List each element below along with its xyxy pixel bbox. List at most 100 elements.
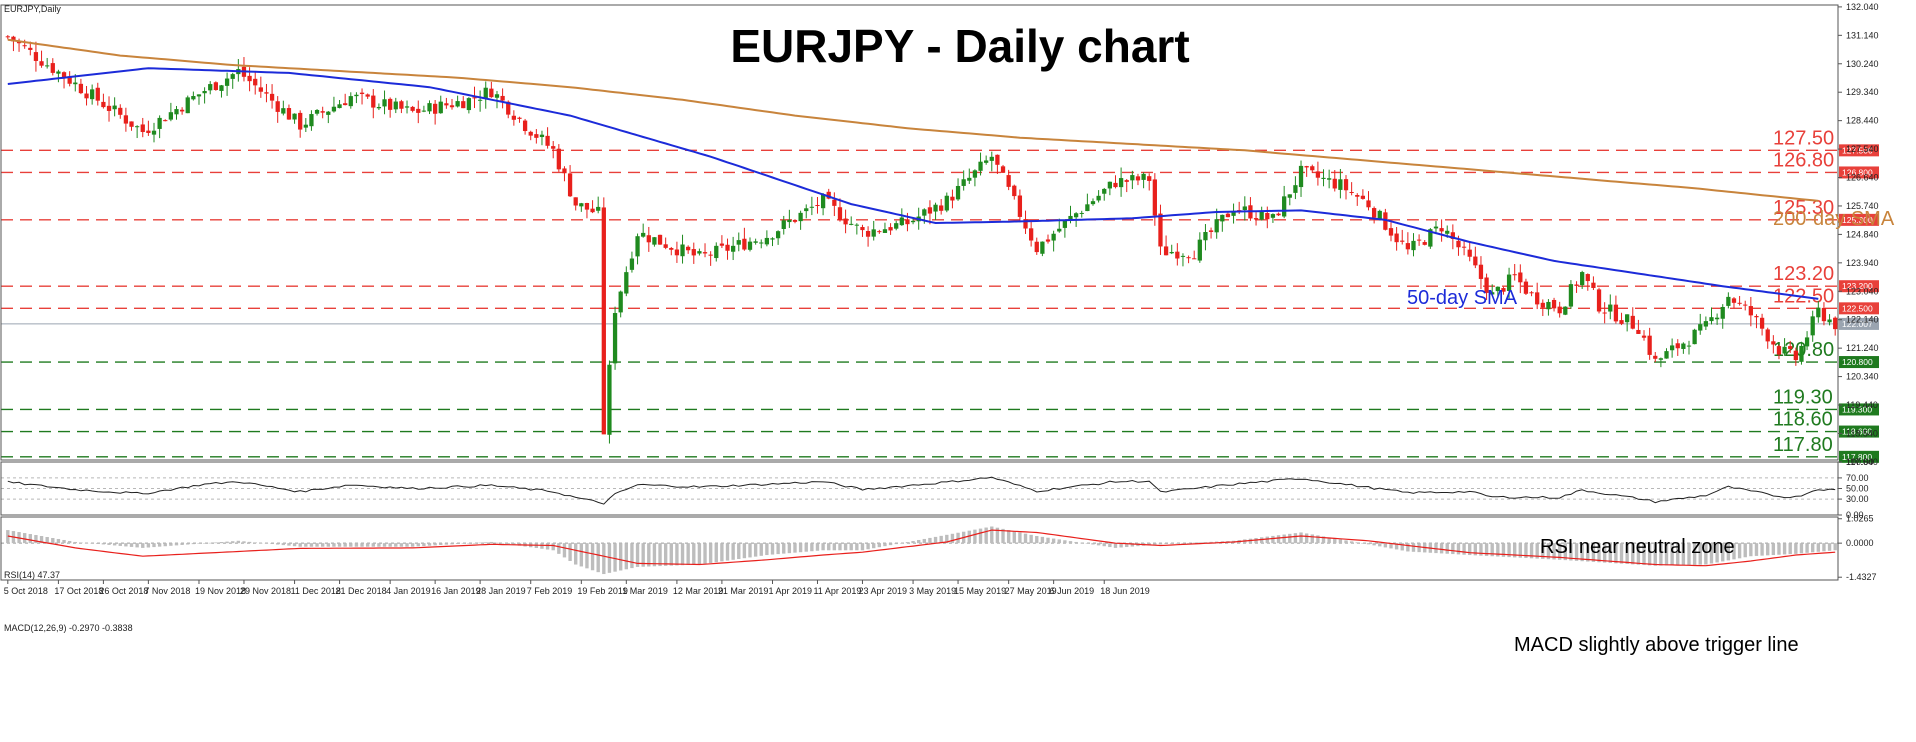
candle-body bbox=[1023, 219, 1028, 229]
macd-bar bbox=[191, 543, 196, 545]
price-tick-label: 129.340 bbox=[1846, 87, 1879, 97]
level-label: 119.30 bbox=[1773, 386, 1833, 408]
macd-bar bbox=[467, 543, 471, 544]
macd-bar bbox=[1051, 538, 1056, 544]
candle-body bbox=[90, 89, 95, 100]
macd-bar bbox=[1782, 543, 1787, 555]
macd-bar bbox=[1777, 543, 1781, 555]
macd-bar bbox=[1181, 543, 1185, 544]
candle-body bbox=[1445, 230, 1450, 234]
candle-body bbox=[5, 36, 10, 38]
macd-bar bbox=[1198, 542, 1202, 544]
candle-body bbox=[292, 113, 297, 120]
macd-bar bbox=[79, 542, 83, 544]
rsi-annotation: RSI near neutral zone bbox=[1540, 536, 1735, 558]
macd-panel-frame bbox=[0, 516, 1839, 581]
candle-body bbox=[1731, 298, 1737, 303]
macd-bar bbox=[1788, 543, 1792, 555]
sma50-line bbox=[7, 67, 1819, 300]
candle-body bbox=[449, 105, 455, 108]
candle-body bbox=[1647, 335, 1652, 355]
macd-bar bbox=[1704, 543, 1708, 565]
macd-bar bbox=[872, 543, 876, 549]
macd-bar bbox=[202, 543, 207, 544]
candle-body bbox=[1596, 289, 1602, 312]
macd-bar bbox=[753, 543, 758, 557]
macd-bar bbox=[618, 543, 623, 571]
macd-bar bbox=[506, 543, 510, 545]
macd-bar bbox=[388, 543, 392, 547]
macd-bar bbox=[253, 542, 257, 544]
macd-bar bbox=[1659, 543, 1663, 566]
macd-bar bbox=[472, 542, 477, 544]
candle-body bbox=[607, 364, 612, 435]
candle-body bbox=[382, 99, 387, 107]
candle-body bbox=[1360, 195, 1366, 199]
macd-bar bbox=[1513, 543, 1517, 558]
macd-bar bbox=[692, 543, 696, 565]
candle-body bbox=[1135, 176, 1141, 181]
macd-bar bbox=[315, 543, 319, 547]
macd-bar bbox=[635, 543, 640, 567]
candle-body bbox=[1669, 345, 1675, 351]
macd-bar bbox=[371, 543, 375, 547]
macd-bar bbox=[905, 542, 910, 544]
candle-body bbox=[61, 72, 67, 79]
macd-bar bbox=[1068, 541, 1073, 544]
candle-body bbox=[50, 63, 55, 73]
macd-bar bbox=[394, 543, 398, 547]
candle-body bbox=[1000, 166, 1006, 173]
macd-bar bbox=[382, 543, 387, 547]
macd-bar bbox=[439, 543, 443, 546]
price-tick-label: 117.640 bbox=[1846, 457, 1878, 467]
macd-bar bbox=[1001, 528, 1005, 544]
candle-body bbox=[393, 101, 398, 110]
date-tick-label: 21 Dec 2018 bbox=[336, 586, 387, 596]
level-label: 127.50 bbox=[1773, 127, 1834, 149]
macd-bar bbox=[1805, 543, 1809, 553]
candle-body bbox=[1422, 242, 1427, 245]
macd-bar bbox=[1771, 543, 1776, 556]
candle-body bbox=[1490, 292, 1495, 295]
candle-body bbox=[472, 97, 477, 99]
macd-bar bbox=[1462, 543, 1466, 555]
candle-body bbox=[702, 252, 708, 254]
macd-bar bbox=[1400, 543, 1404, 551]
candle-body bbox=[1636, 329, 1641, 334]
macd-bar bbox=[911, 541, 915, 544]
macd-annotation: MACD slightly above trigger line bbox=[1514, 634, 1799, 656]
candle-body bbox=[787, 219, 792, 223]
date-tick-label: 1 Apr 2019 bbox=[768, 586, 812, 596]
candle-body bbox=[28, 47, 33, 50]
macd-bar bbox=[1490, 543, 1494, 557]
macd-bar bbox=[1484, 543, 1489, 556]
macd-bar bbox=[1259, 537, 1264, 544]
candle-body bbox=[298, 112, 303, 130]
macd-bar bbox=[1372, 543, 1376, 546]
macd-bar bbox=[219, 542, 224, 544]
candle-body bbox=[1169, 252, 1174, 254]
candle-body bbox=[753, 241, 758, 243]
candle-body bbox=[73, 82, 78, 85]
macd-bar bbox=[1557, 543, 1562, 560]
candle-body bbox=[624, 272, 629, 294]
candle-body bbox=[404, 106, 410, 108]
macd-bar bbox=[1023, 533, 1028, 544]
macd-bar bbox=[1158, 543, 1163, 545]
date-tick-label: 15 May 2019 bbox=[954, 586, 1006, 596]
candle-body bbox=[118, 107, 123, 115]
candle-body bbox=[1833, 317, 1838, 330]
level-label: 123.20 bbox=[1773, 263, 1834, 285]
candle-body bbox=[1720, 306, 1725, 319]
macd-bar bbox=[208, 542, 212, 544]
candle-body bbox=[1377, 210, 1382, 219]
macd-bar bbox=[124, 543, 128, 547]
date-tick-label: 4 Jan 2019 bbox=[386, 586, 431, 596]
candle-body bbox=[1029, 228, 1034, 241]
level-tag bbox=[1839, 403, 1879, 416]
candle-body bbox=[84, 93, 89, 99]
macd-bar bbox=[1439, 543, 1444, 554]
candle-body bbox=[1197, 239, 1202, 261]
macd-bar bbox=[1164, 543, 1168, 545]
